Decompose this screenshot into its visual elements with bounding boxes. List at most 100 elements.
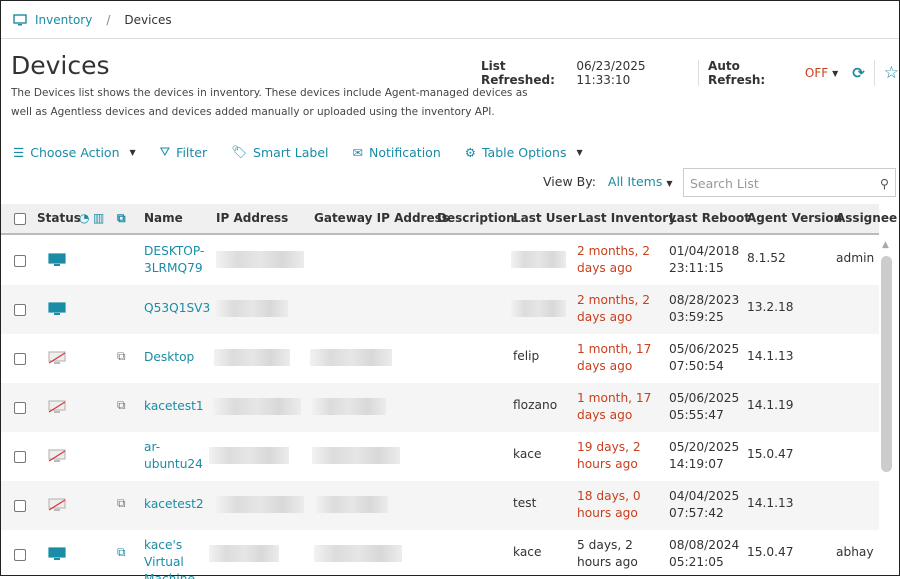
col-gateway-ip[interactable]: Gateway IP Address (314, 211, 449, 225)
row-checkbox[interactable] (14, 549, 26, 561)
offline-device-icon (48, 498, 66, 511)
table-row[interactable]: DESKTOP-3LRMQ79 2 months, 2 days ago 01/… (1, 236, 879, 285)
agent-version: 8.1.52 (747, 251, 786, 265)
assignee: abhay (836, 545, 874, 559)
assignee: admin (836, 251, 875, 265)
refresh-icon[interactable]: ⟳ (852, 64, 865, 82)
last-inventory: 1 month, 17 days ago (577, 391, 652, 422)
col-description[interactable]: Description (437, 211, 515, 225)
redacted-value (216, 300, 288, 317)
row-checkbox[interactable] (14, 500, 26, 512)
col-last-user[interactable]: Last User (513, 211, 577, 225)
page-description: The Devices list shows the devices in in… (11, 87, 528, 118)
agent-version: 14.1.13 (747, 496, 794, 510)
last-inventory: 5 days, 2 hours ago (577, 538, 638, 569)
device-name-link[interactable]: kace's Virtual Machine (144, 538, 196, 579)
chevron-down-icon: ▼ (129, 147, 136, 157)
search-input[interactable]: Search List ⚲ (683, 168, 896, 197)
view-by-label: View By: (543, 174, 596, 189)
device-name-link[interactable]: Desktop (144, 350, 195, 364)
last-user: test (513, 496, 537, 510)
col-last-inventory[interactable]: Last Inventory (578, 211, 677, 225)
agentless-icon: ⧉ (117, 211, 126, 225)
redacted-value (214, 349, 290, 366)
redacted-value (216, 496, 304, 513)
filter-button[interactable]: ⛛ Filter (160, 144, 207, 160)
auto-refresh-dropdown[interactable]: OFF (804, 66, 829, 80)
scroll-up-icon[interactable]: ▲ (882, 240, 889, 250)
col-status[interactable]: Status (37, 211, 81, 225)
filter-label: Filter (176, 144, 208, 160)
agent-version: 14.1.19 (747, 398, 794, 412)
row-checkbox[interactable] (14, 402, 26, 414)
scrollbar[interactable]: ▲ (879, 236, 895, 577)
redacted-value (216, 251, 304, 268)
notification-button[interactable]: ✉ Notification (353, 144, 441, 160)
gauge-icon: ◔ (79, 211, 90, 225)
device-name-link[interactable]: kacetest1 (144, 399, 204, 413)
device-name-link[interactable]: ar-ubuntu24 (144, 440, 203, 471)
last-reboot: 08/28/2023 03:59:25 (669, 293, 740, 324)
last-user: kace (513, 545, 542, 559)
row-checkbox[interactable] (14, 353, 26, 365)
last-reboot: 05/06/2025 05:55:47 (669, 391, 740, 422)
search-placeholder: Search List (690, 176, 759, 191)
auto-refresh-label: Auto Refresh: (708, 59, 766, 87)
device-name-link[interactable]: kacetest2 (144, 497, 204, 511)
table-row[interactable]: ar-ubuntu24 kace 19 days, 2 hours ago 05… (1, 432, 879, 481)
tag-icon: 🏷︎ (231, 144, 248, 159)
device-name-link[interactable]: DESKTOP-3LRMQ79 (144, 244, 205, 275)
last-user: felip (513, 349, 540, 363)
divider (698, 60, 700, 86)
monitor-icon (13, 13, 27, 25)
last-inventory: 2 months, 2 days ago (577, 244, 651, 275)
toolbar: ☰ Choose Action ▼ ⛛ Filter 🏷︎ Smart Label ✉ N… (13, 144, 583, 160)
view-by-dropdown[interactable]: All Items (607, 174, 663, 189)
breadcrumb-inventory-link[interactable]: Inventory (35, 12, 93, 27)
star-icon[interactable]: ☆ (883, 63, 899, 83)
list-refreshed-label: List Refreshed: (481, 59, 555, 87)
search-icon[interactable]: ⚲ (879, 176, 889, 191)
table-row[interactable]: ⧉ kace's Virtual Machine kace 5 days, 2 … (1, 530, 879, 579)
table-options-button[interactable]: ⚙ Table Options ▼ (465, 144, 583, 160)
table-row[interactable]: Q53Q1SV3 2 months, 2 days ago 08/28/2023… (1, 285, 879, 334)
last-inventory: 1 month, 17 days ago (577, 342, 652, 373)
table-options-label: Table Options (481, 144, 567, 160)
notification-label: Notification (369, 144, 441, 160)
chevron-down-icon[interactable]: ▼ (666, 179, 673, 188)
last-reboot: 01/04/2018 23:11:15 (669, 244, 740, 275)
last-inventory: 2 months, 2 days ago (577, 293, 651, 324)
chevron-down-icon: ▼ (576, 147, 583, 157)
row-checkbox[interactable] (14, 451, 26, 463)
table-row[interactable]: ⧉ Desktop felip 1 month, 17 days ago 05/… (1, 334, 879, 383)
agentless-icon: ⧉ (117, 496, 126, 510)
chevron-down-icon[interactable]: ▼ (832, 68, 839, 78)
col-name[interactable]: Name (144, 211, 183, 225)
redacted-value (312, 447, 400, 464)
choose-action-button[interactable]: ☰ Choose Action ▼ (13, 144, 136, 160)
col-ip[interactable]: IP Address (216, 211, 289, 225)
smart-label-button[interactable]: 🏷︎ Smart Label (231, 144, 328, 160)
scrollbar-thumb[interactable] (881, 256, 892, 472)
last-user: flozano (513, 398, 558, 412)
row-checkbox[interactable] (14, 304, 26, 316)
redacted-value (310, 349, 392, 366)
redacted-value (511, 300, 566, 317)
filter-icon: ⛛ (159, 144, 171, 159)
view-by: View By: All Items ▼ (543, 174, 673, 189)
device-name-link[interactable]: Q53Q1SV3 (144, 301, 211, 315)
agentless-icon: ⧉ (117, 349, 126, 363)
online-device-icon (48, 302, 66, 315)
col-last-reboot[interactable]: Last Reboot (669, 211, 750, 225)
table-row[interactable]: ⧉ kacetest2 test 18 days, 0 hours ago 04… (1, 481, 879, 530)
breadcrumb-current: Devices (124, 12, 172, 27)
select-all-checkbox[interactable] (14, 213, 26, 225)
agent-version: 15.0.47 (747, 545, 794, 559)
col-agent-version[interactable]: Agent Version (747, 211, 843, 225)
last-reboot: 05/06/2025 07:50:54 (669, 342, 740, 373)
redacted-value (316, 496, 388, 513)
row-checkbox[interactable] (14, 255, 26, 267)
offline-device-icon (48, 351, 66, 364)
table-row[interactable]: ⧉ kacetest1 flozano 1 month, 17 days ago… (1, 383, 879, 432)
col-assignee[interactable]: Assignee N (836, 211, 900, 225)
